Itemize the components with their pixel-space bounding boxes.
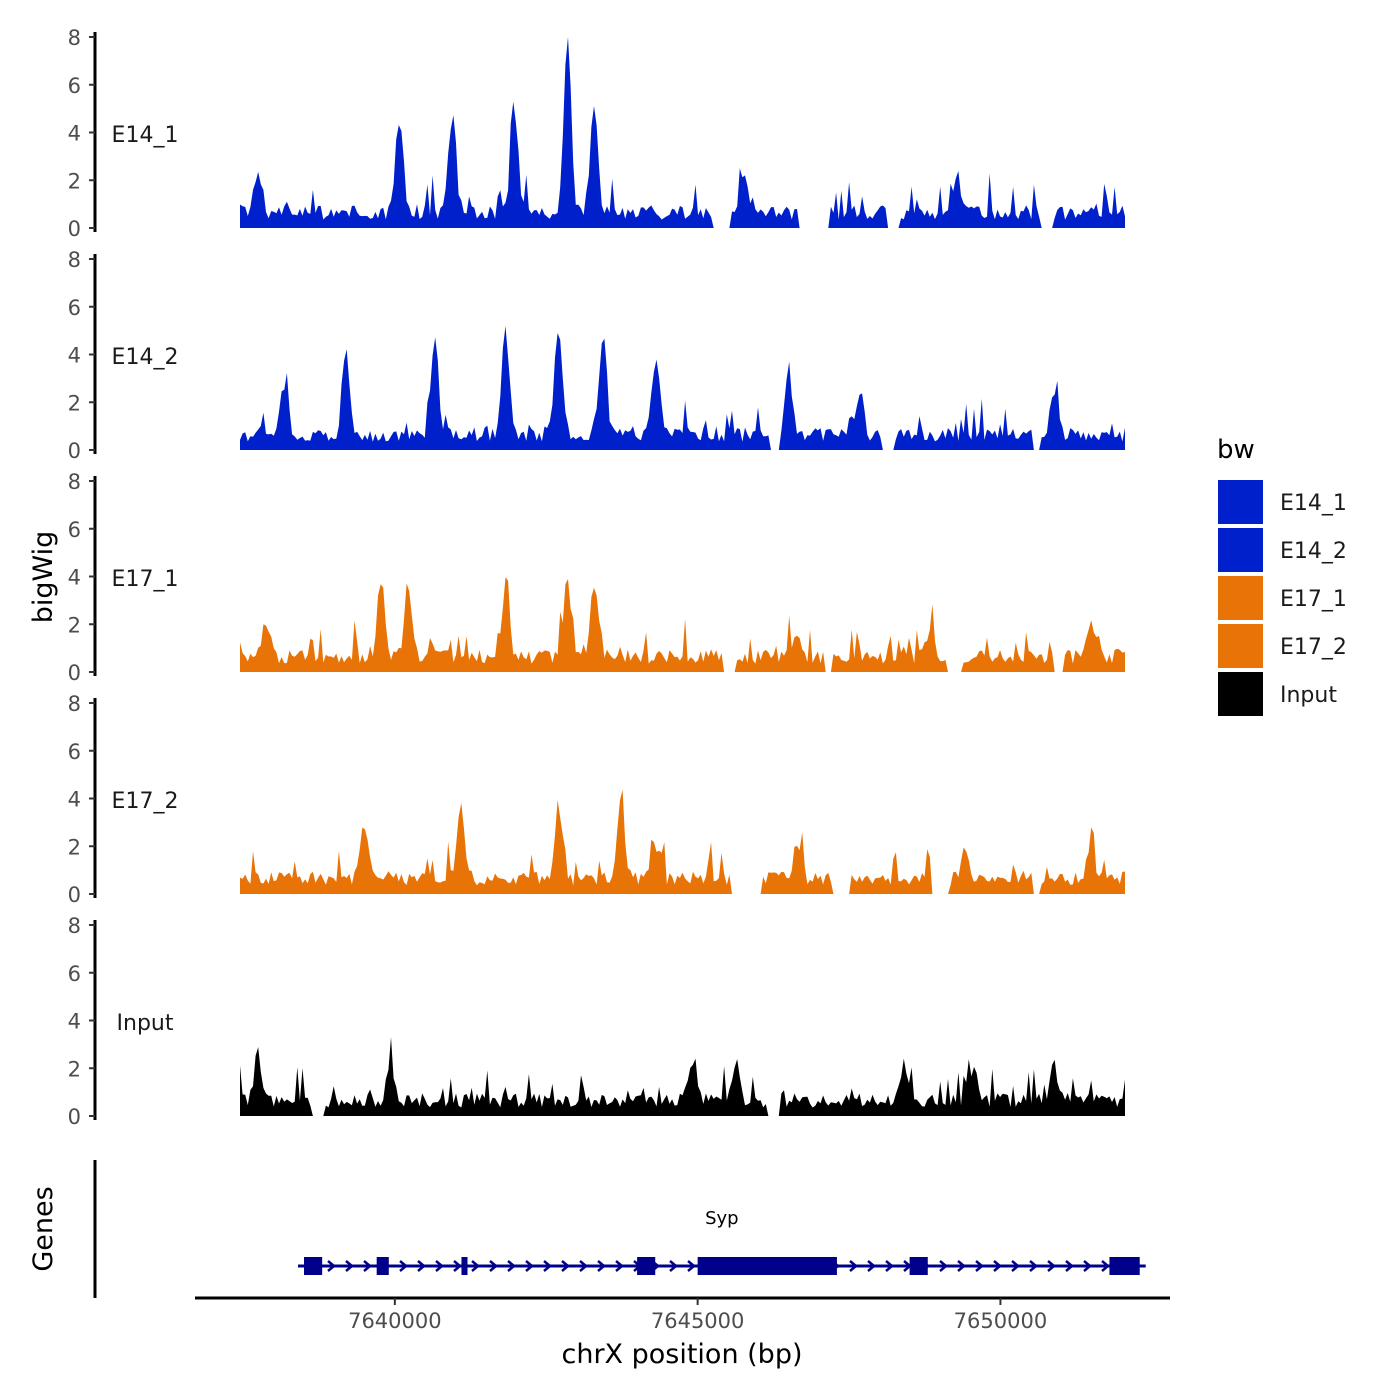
panel-label-E14_1: E14_1 (112, 123, 179, 148)
y-tick-label: 2 (68, 613, 81, 637)
y-tick-label: 6 (68, 962, 81, 986)
gene-strand-arrow (849, 1260, 858, 1272)
signal-area-E17_2 (240, 789, 1125, 894)
y-tick-label: 0 (68, 217, 81, 241)
gene-strand-arrow (417, 1260, 426, 1272)
y-tick-label: 4 (68, 788, 81, 812)
gene-strand-arrow (867, 1260, 876, 1272)
y-tick-label: 6 (68, 74, 81, 98)
gene-strand-arrow (579, 1260, 588, 1272)
y-tick-label: 6 (68, 518, 81, 542)
gene-strand-arrow (525, 1260, 534, 1272)
gene-strand-arrow (543, 1260, 552, 1272)
legend-swatch-E14_1 (1218, 480, 1263, 524)
y-tick-label: 2 (68, 835, 81, 859)
gene-strand-arrow (471, 1260, 480, 1272)
y-tick-label: 2 (68, 1057, 81, 1081)
legend-swatch-E14_2 (1218, 528, 1263, 572)
x-tick-label: 7645000 (651, 1309, 745, 1333)
gene-strand-arrow (939, 1260, 948, 1272)
gene-strand-arrow (957, 1260, 966, 1272)
signal-area-Input (240, 1037, 1125, 1116)
y-tick-label: 4 (68, 566, 81, 590)
y-tick-label: 4 (68, 344, 81, 368)
gene-exon (376, 1257, 389, 1275)
panel-label-E17_2: E17_2 (112, 789, 179, 814)
gene-strand-arrow (1083, 1260, 1092, 1272)
gene-strand-arrow (597, 1260, 606, 1272)
legend-swatch-E17_1 (1218, 576, 1263, 620)
gene-strand-arrow (885, 1260, 894, 1272)
gene-strand-arrow (561, 1260, 570, 1272)
legend-label-E17_2: E17_2 (1280, 635, 1347, 660)
gene-strand-arrow (327, 1260, 336, 1272)
gene-strand-arrow (669, 1260, 678, 1272)
x-tick-label: 7640000 (348, 1309, 442, 1333)
y-tick-label: 8 (68, 248, 81, 272)
gene-strand-arrow (363, 1260, 372, 1272)
y-tick-label: 2 (68, 169, 81, 193)
y-tick-label: 8 (68, 692, 81, 716)
y-tick-label: 8 (68, 470, 81, 494)
legend-title: bw (1217, 435, 1255, 465)
legend-swatch-Input (1218, 672, 1263, 716)
gene-strand-arrow (993, 1260, 1002, 1272)
gene-strand-arrow (1065, 1260, 1074, 1272)
y-tick-label: 4 (68, 1010, 81, 1034)
x-axis-title: chrX position (bp) (561, 1339, 802, 1370)
gene-strand-arrow (399, 1260, 408, 1272)
gene-strand-arrow (615, 1260, 624, 1272)
legend-label-Input: Input (1280, 683, 1337, 708)
gene-exon (637, 1257, 656, 1275)
gene-strand-arrow (687, 1260, 696, 1272)
gene-strand-arrow (489, 1260, 498, 1272)
y-tick-label: 8 (68, 26, 81, 50)
y-tick-label: 0 (68, 661, 81, 685)
gene-strand-arrow (345, 1260, 354, 1272)
y-tick-label: 0 (68, 439, 81, 463)
gene-exon (461, 1257, 468, 1275)
y-axis-title: bigWig (28, 531, 59, 624)
gene-strand-arrow (1047, 1260, 1056, 1272)
x-tick-label: 7650000 (954, 1309, 1048, 1333)
y-tick-label: 4 (68, 122, 81, 146)
y-tick-label: 0 (68, 883, 81, 907)
legend-swatch-E17_2 (1218, 624, 1263, 668)
gene-exon (909, 1257, 928, 1275)
signal-area-E14_1 (240, 37, 1125, 228)
panel-label-Input: Input (117, 1011, 174, 1036)
legend-label-E14_1: E14_1 (1280, 491, 1347, 516)
gene-strand-arrow (453, 1260, 462, 1272)
y-tick-label: 8 (68, 914, 81, 938)
gene-strand-arrow (1029, 1260, 1038, 1272)
signal-area-E14_2 (240, 325, 1125, 450)
legend-label-E17_1: E17_1 (1280, 587, 1347, 612)
gene-strand-arrow (507, 1260, 516, 1272)
panel-label-E17_1: E17_1 (112, 567, 179, 592)
genes-track-title: Genes (28, 1186, 59, 1271)
y-tick-label: 6 (68, 740, 81, 764)
gene-exon (1109, 1257, 1140, 1275)
y-tick-label: 0 (68, 1105, 81, 1129)
signal-area-E17_1 (240, 577, 1125, 672)
gene-strand-arrow (975, 1260, 984, 1272)
y-tick-label: 2 (68, 391, 81, 415)
gene-exon (697, 1257, 837, 1275)
gene-strand-arrow (435, 1260, 444, 1272)
y-tick-label: 6 (68, 296, 81, 320)
gene-strand-arrow (1011, 1260, 1020, 1272)
gene-name-label: Syp (705, 1208, 739, 1229)
gene-exon (304, 1257, 323, 1275)
legend-label-E14_2: E14_2 (1280, 539, 1347, 564)
gene-strand-arrow (1101, 1260, 1110, 1272)
panel-label-E14_2: E14_2 (112, 345, 179, 370)
